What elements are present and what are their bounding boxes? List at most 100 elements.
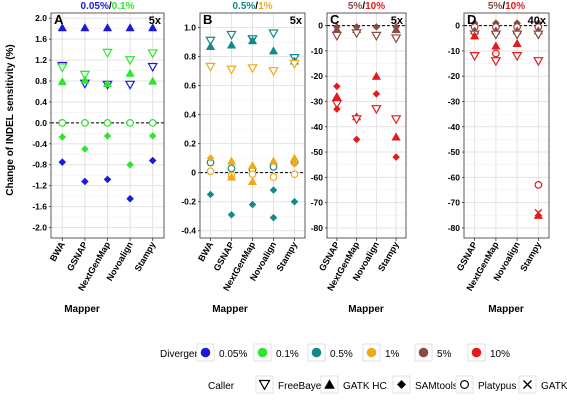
point-gatk-hc-10 (491, 41, 501, 50)
legend-swatch (471, 347, 482, 358)
point-freebayes-0-1 (57, 63, 68, 73)
point-freebayes-10 (331, 100, 343, 110)
legend-swatch (366, 347, 377, 358)
point-freebayes-1 (247, 64, 258, 74)
y-tick-label: -0.4 (32, 139, 47, 149)
point-samtools-10 (333, 82, 341, 91)
point-samtools-0-5 (269, 186, 278, 194)
point-freebayes-0-1 (79, 70, 91, 80)
y-tick-label: -1.2 (32, 181, 47, 191)
panel-coverage: 5x (290, 15, 303, 27)
x-axis-title-d: Mapper (488, 304, 524, 315)
legend-divergence-label: 5% (437, 349, 452, 360)
point-platypus-0-5 (227, 164, 236, 173)
point-gatk-hc-10 (533, 210, 544, 219)
point-freebayes-1 (226, 65, 237, 75)
legend-caller-label: SAMtools (415, 381, 458, 392)
legend-divergence-label: 1% (385, 349, 400, 360)
point-samtools-1 (290, 160, 299, 168)
panel-letter: B (203, 12, 212, 27)
point-gatk-hc-1 (226, 156, 237, 165)
legend-caller-label: GATK HC (343, 381, 387, 392)
point-gatk-hc-0-1 (102, 79, 113, 88)
point-platypus-1 (248, 170, 257, 179)
legend-divergence-item: 5% (414, 343, 452, 362)
point-gatk-hc-1 (226, 172, 237, 181)
point-gatk-hc-0-1 (148, 76, 158, 85)
point-freebayes-0-5 (205, 36, 216, 46)
y-tick-label: -60 (448, 172, 461, 182)
panel-letter: C (330, 12, 340, 27)
panel-strip-label: 0.5%/1% (232, 1, 272, 12)
point-gatk-hc-0-1 (57, 77, 67, 86)
legend-divergence-item: 10% (467, 343, 510, 362)
y-tick-label: -10 (448, 46, 461, 56)
point-freebayes-0-05 (124, 80, 136, 90)
point-freebayes-1 (205, 62, 216, 72)
y-tick-label: 0.4 (184, 110, 196, 120)
point-samtools-0-5 (290, 197, 299, 206)
point-gatk-hc-10 (469, 31, 480, 40)
y-tick-label: 0 (455, 21, 460, 31)
panel-letter: D (467, 12, 476, 27)
point-freebayes-0-5 (226, 30, 237, 40)
point-gatk-hc-0-1 (80, 75, 90, 84)
point-samtools-0-5 (248, 200, 257, 209)
point-platypus-1 (206, 167, 215, 176)
point-platypus-0-1 (58, 119, 67, 127)
point-freebayes-5 (351, 29, 362, 39)
legend-divergence-item: 0.05% (196, 343, 247, 362)
point-freebayes-5 (490, 30, 502, 40)
point-samtools-0-5 (206, 190, 215, 199)
legend-caller-label: FreeBayes (278, 381, 326, 392)
point-samtools-0-1 (58, 133, 67, 141)
point-freebayes-5 (511, 30, 523, 40)
point-freebayes-10 (351, 115, 362, 125)
point-freebayes-0-1 (147, 49, 158, 59)
legend-divergence-label: 0.1% (276, 349, 299, 360)
point-gatk-hc-10 (512, 38, 522, 47)
legend-samtools-icon (396, 379, 407, 390)
point-freebayes-10 (469, 52, 480, 62)
legend-caller-item: GATK UG (518, 375, 567, 394)
panel-strip-label: 0.05%/0.1% (81, 1, 135, 12)
panel-c: 0-10-20-30-40-50-60-70-80GSNAPNextGenMap… (311, 1, 407, 293)
legend-gatk-hc-icon (324, 379, 335, 389)
point-samtools-0-1 (126, 160, 134, 169)
point-samtools-5 (372, 23, 381, 31)
panel-coverage: 5x (149, 15, 162, 27)
legend-divergence-item: 0.1% (253, 343, 299, 362)
point-platypus-0-1 (81, 119, 89, 127)
legend-swatch (418, 347, 429, 358)
legend-caller-item: GATK HC (320, 375, 387, 394)
point-platypus-1 (290, 170, 299, 179)
point-gatk-hc-10 (332, 91, 342, 101)
point-freebayes-0-1 (102, 48, 113, 58)
point-samtools-0-1 (148, 132, 157, 140)
point-freebayes-1 (289, 59, 300, 70)
point-samtools-0-05 (58, 158, 67, 166)
legend-divergence-label: 0.05% (219, 349, 247, 360)
panel-coverage: 5x (391, 15, 404, 27)
legend-divergence-label: 0.5% (330, 349, 353, 360)
point-samtools-10 (392, 153, 400, 161)
point-samtools-10 (372, 90, 381, 98)
point-freebayes-0-1 (124, 56, 136, 66)
y-tick-label: -30 (448, 96, 461, 106)
x-tick-label: Stampy (133, 240, 158, 273)
y-tick-label: -50 (311, 147, 324, 157)
point-gatk-hc-0-05 (102, 23, 113, 32)
x-axis-title-a: Mapper (64, 304, 100, 315)
point-gatk-hc-1 (247, 176, 258, 185)
point-samtools-1 (206, 154, 215, 163)
y-tick-label: 1.0 (184, 23, 196, 33)
point-samtools-0-5 (269, 213, 278, 222)
point-platypus-10 (534, 181, 543, 189)
point-platypus-1 (269, 173, 278, 181)
y-tick-label: -10 (311, 46, 324, 56)
y-axis-title: Change of INDEL sensitivity (%) (5, 44, 16, 196)
x-tick-label: GSNAP (65, 240, 90, 273)
legend-divergence-title: Divergence (160, 349, 211, 360)
legend-divergence-label: 10% (490, 349, 510, 360)
